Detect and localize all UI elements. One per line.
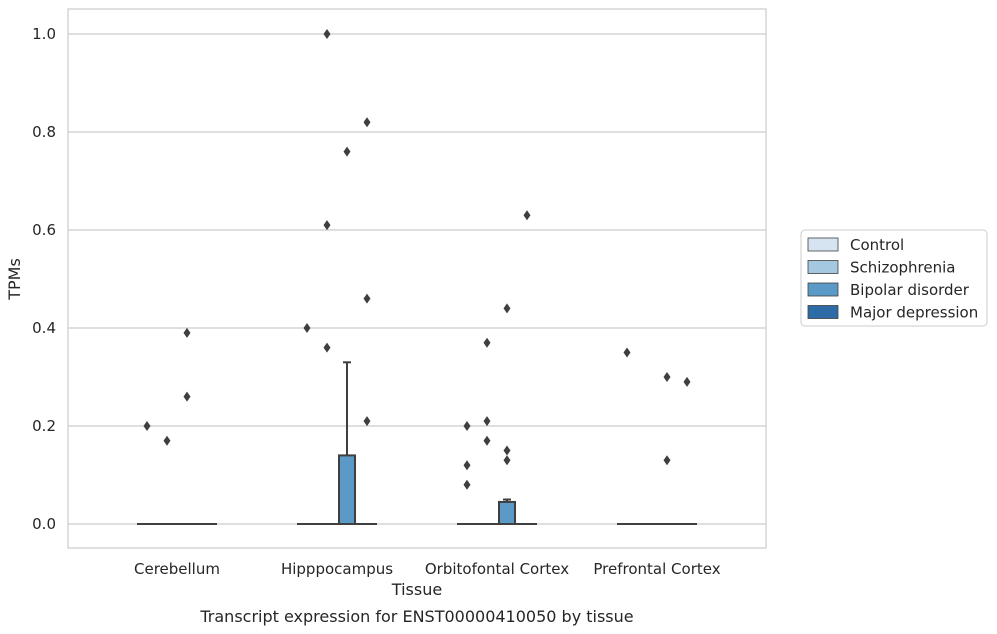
x-tick-label: Prefrontal Cortex — [593, 560, 720, 578]
legend-items: Control Schizophrenia Bipolar disorder Majo… — [807, 236, 978, 322]
box-group — [517, 210, 537, 525]
plot-marks — [137, 29, 697, 526]
y-tick-label: 0.8 — [32, 123, 56, 141]
y-tick-label: 0.0 — [32, 515, 56, 533]
outlier-point — [363, 117, 371, 128]
outlier-point — [463, 460, 471, 471]
box-group — [457, 421, 477, 525]
y-tick-label: 1.0 — [32, 25, 56, 43]
box-group — [297, 323, 317, 525]
outlier-point — [343, 146, 351, 157]
y-axis-ticks: 0.0 0.2 0.4 0.6 0.8 1.0 — [32, 25, 56, 533]
outlier-point — [163, 435, 171, 446]
outlier-point — [523, 210, 531, 221]
box-group — [157, 435, 177, 525]
x-tick-label: Cerebellum — [134, 560, 220, 578]
outlier-point — [663, 455, 671, 466]
box-group — [657, 372, 677, 525]
legend-label: Major depression — [850, 304, 978, 322]
x-tick-label: Hipppocampus — [281, 560, 393, 578]
x-axis-label: Tissue — [391, 580, 442, 599]
legend-frame — [800, 229, 988, 327]
legend-swatch — [807, 260, 839, 274]
legend-swatch — [807, 237, 839, 252]
outlier-point — [363, 416, 371, 427]
grid-lines — [68, 33, 766, 525]
box-group — [617, 347, 637, 525]
outlier-point — [323, 29, 331, 39]
y-axis-label: TPMs — [5, 258, 24, 301]
box-group — [477, 337, 497, 525]
outlier-point — [503, 445, 511, 456]
outlier-point — [663, 372, 671, 382]
box — [498, 500, 516, 526]
legend: Control Schizophrenia Bipolar disorder Majo… — [800, 229, 988, 327]
legend-label: Bipolar disorder — [850, 281, 970, 299]
outlier-point — [183, 391, 191, 402]
chart-caption: Transcript expression for ENST0000041005… — [199, 607, 633, 626]
box-group — [177, 327, 197, 525]
x-tick-label: Orbitofontal Cortex — [425, 560, 569, 578]
box-group — [337, 146, 357, 525]
outlier-point — [183, 327, 191, 338]
legend-label: Control — [850, 236, 904, 254]
outlier-point — [463, 479, 471, 490]
legend-swatch — [807, 282, 839, 297]
box-group — [137, 421, 157, 525]
box-group — [317, 29, 337, 525]
y-tick-label: 0.2 — [32, 417, 56, 435]
y-tick-label: 0.6 — [32, 221, 56, 239]
box-group — [677, 376, 697, 525]
y-tick-label: 0.4 — [32, 319, 56, 337]
outlier-point — [323, 342, 331, 353]
outlier-point — [483, 435, 491, 446]
outlier-point — [463, 421, 471, 431]
outlier-point — [363, 293, 371, 304]
outlier-point — [303, 323, 311, 333]
outlier-point — [503, 455, 511, 466]
outlier-point — [143, 421, 151, 431]
box — [338, 454, 356, 525]
outlier-point — [483, 337, 491, 348]
box-group — [357, 117, 377, 525]
box-group — [497, 303, 517, 526]
legend-label: Schizophrenia — [850, 259, 955, 277]
outlier-point — [503, 303, 511, 314]
outlier-point — [683, 376, 691, 387]
outlier-point — [323, 220, 331, 231]
plot-area-frame — [67, 8, 767, 549]
legend-swatch — [807, 305, 839, 319]
x-axis-ticks: Cerebellum Hipppocampus Orbitofontal Corte… — [134, 560, 721, 578]
outlier-point — [623, 347, 631, 358]
outlier-point — [483, 416, 491, 427]
